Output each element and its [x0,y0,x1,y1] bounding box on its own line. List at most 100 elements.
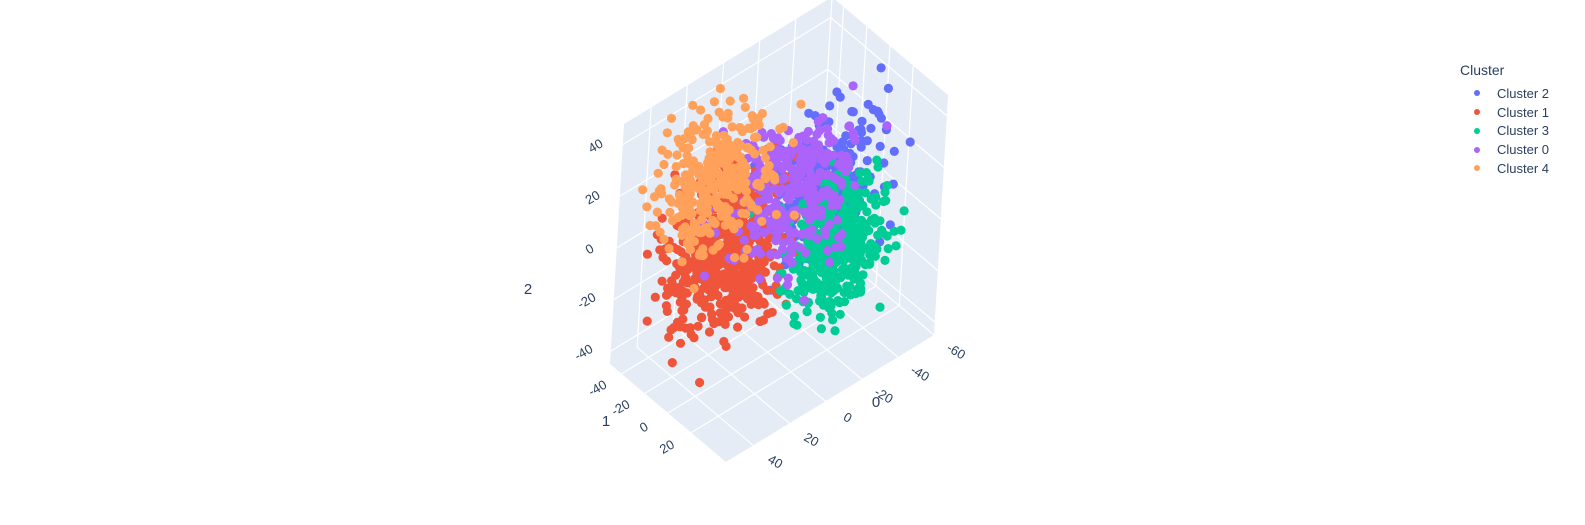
data-point [876,63,886,73]
data-point [802,307,812,317]
data-point [757,265,767,275]
data-point [752,169,762,179]
data-point [836,150,847,160]
data-point [662,256,672,266]
z-tick-label: 20 [583,187,603,207]
data-point [802,135,812,145]
data-point [734,280,744,290]
data-point [819,170,830,180]
data-point [799,295,810,305]
data-point [696,169,707,179]
data-point [728,287,738,297]
data-point [789,319,799,329]
data-point [685,323,696,333]
data-point [850,212,860,222]
data-point [742,244,752,254]
data-point [687,134,697,145]
data-point [695,248,705,258]
data-point [709,318,719,329]
data-point [748,224,759,234]
data-point [795,243,805,253]
data-point [780,223,790,233]
data-point [675,138,685,148]
data-point [763,309,773,319]
data-point [771,197,781,207]
data-point [851,261,861,271]
data-point [747,202,757,212]
legend-item-cluster-2[interactable]: Cluster 2 [1452,84,1580,103]
data-point [695,377,705,388]
data-point [741,209,751,219]
data-point [771,236,781,246]
y-tick-label: -40 [585,377,609,399]
data-point [824,257,835,267]
data-point [702,222,712,233]
data-point [659,234,669,244]
data-point [755,316,765,327]
data-point [739,235,749,245]
data-point [889,146,899,156]
data-point [710,218,720,229]
data-point [740,102,750,112]
data-point [830,250,840,260]
legend-item-cluster-4[interactable]: Cluster 4 [1452,159,1580,178]
axis-title-y: 1 [602,413,610,430]
data-point [706,181,716,191]
data-point [684,199,694,209]
data-point [675,322,685,332]
data-point [844,121,854,131]
data-point [787,257,797,268]
data-point [638,185,648,195]
legend-marker [1474,109,1480,116]
data-point [741,162,751,172]
data-point [702,302,713,312]
legend-item-cluster-3[interactable]: Cluster 3 [1452,122,1580,141]
data-point [682,185,692,195]
data-point [723,164,733,174]
data-point [683,127,693,137]
data-point [782,151,792,161]
axis-title-z: 2 [524,281,532,298]
legend-label: Cluster 1 [1497,104,1550,120]
data-point [883,244,893,254]
data-point [709,97,720,107]
data-point [664,243,674,254]
data-point [779,173,789,183]
legend-item-cluster-1[interactable]: Cluster 1 [1452,103,1580,122]
data-point [789,311,800,321]
data-point [757,216,767,226]
legend-marker [1474,146,1480,153]
data-point [725,96,735,106]
data-point [803,126,814,137]
legend-marker [1474,165,1480,172]
data-point [844,238,854,248]
data-point [770,175,780,185]
data-point [655,227,665,237]
data-point [773,133,783,143]
data-point [691,221,701,231]
data-point [681,299,692,309]
data-point [727,122,737,132]
data-point [685,245,696,255]
data-point [796,99,806,109]
legend-item-cluster-0[interactable]: Cluster 0 [1452,140,1580,159]
data-point [730,252,740,263]
data-point [684,143,694,153]
series-cluster-4 [638,83,806,294]
data-point [753,244,763,254]
legend-label: Cluster 3 [1497,123,1550,139]
data-point [848,81,858,91]
data-point [733,308,743,318]
data-point [874,109,884,119]
data-point [758,145,768,155]
data-point [724,234,734,245]
data-point [748,298,758,308]
data-point [702,208,713,218]
data-point [803,147,814,157]
data-point [673,198,683,208]
data-point [720,220,730,230]
data-point [744,123,754,133]
data-point [739,262,749,272]
